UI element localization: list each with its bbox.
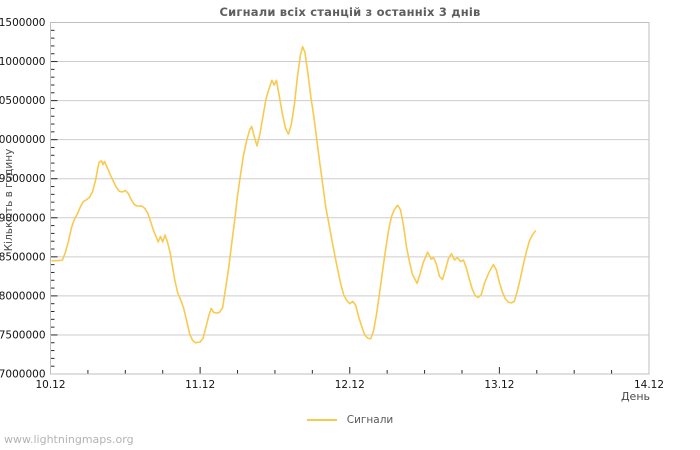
x-tick-label: 14.12 xyxy=(634,379,664,391)
x-tick-label: 13.12 xyxy=(484,379,514,391)
y-tick-label: 8000000 xyxy=(0,290,46,302)
y-tick-label: 10500000 xyxy=(0,95,46,107)
plot-border xyxy=(50,22,650,375)
y-tick-label: 9000000 xyxy=(0,212,46,224)
legend-line-swatch xyxy=(306,419,337,421)
y-tick-label: 7500000 xyxy=(0,329,46,341)
series-line-signals xyxy=(51,45,537,344)
x-tick-label: 11.12 xyxy=(185,379,215,391)
y-axis-title: Кількість в годину xyxy=(3,148,15,252)
x-axis-title: День xyxy=(620,390,650,403)
legend-label: Сигнали xyxy=(346,414,394,426)
chart-title: Сигнали всіх станцій з останніх 3 днів xyxy=(219,5,481,19)
y-tick-label: 11500000 xyxy=(0,17,46,29)
x-tick-label: 12.12 xyxy=(335,379,365,391)
y-tick-label: 9500000 xyxy=(0,173,46,185)
watermark: www.lightningmaps.org xyxy=(4,433,134,446)
y-tick-label: 8500000 xyxy=(0,251,46,263)
legend: Сигнали xyxy=(0,412,700,428)
y-tick-label: 7000000 xyxy=(0,369,46,381)
y-tick-label: 11000000 xyxy=(0,56,46,68)
x-tick-label: 10.12 xyxy=(35,379,65,391)
